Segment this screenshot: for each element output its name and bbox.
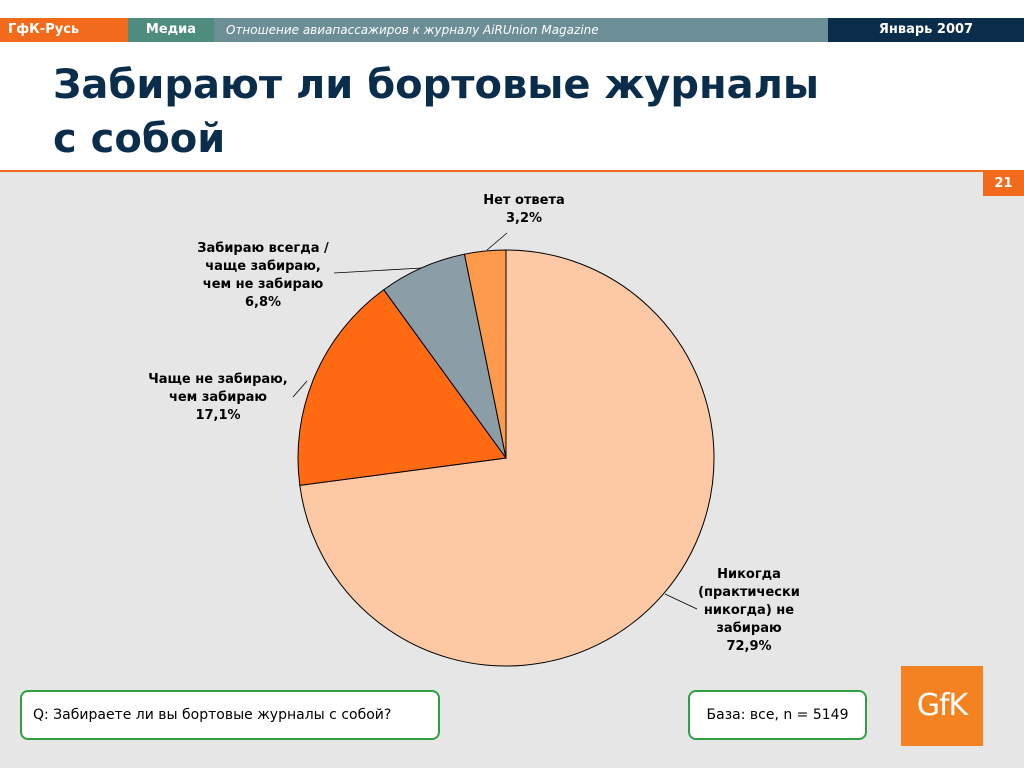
section-label: Медиа: [128, 18, 214, 42]
slice-label-no-answer: Нет ответа 3,2%: [483, 193, 565, 226]
leader-line-no-answer: [486, 232, 508, 251]
page-title-line-2: с собой: [53, 116, 226, 162]
leader-line-never: [664, 593, 698, 610]
slice-label-never: Никогда (практически никогда) не забираю 72,…: [698, 567, 800, 654]
sample-base-box: База: все, n = 5149: [688, 690, 867, 740]
title-divider: [0, 170, 1024, 172]
leader-line-always: [333, 267, 423, 274]
brand-label: ГфК-Русь: [0, 18, 128, 42]
header-bar: ГфК-Русь Медиа Отношение авиапассажиров …: [0, 18, 1024, 42]
question-box: Q: Забираете ли вы бортовые журналы с со…: [20, 690, 440, 740]
report-date: Январь 2007: [828, 18, 1024, 42]
leader-lines: [292, 232, 698, 610]
leader-line-rarely: [292, 380, 308, 398]
page-number: 21: [983, 172, 1024, 196]
pie-slices: [297, 249, 715, 667]
pie-slice-no-answer: [463, 249, 507, 459]
pie-slice-never: [299, 249, 715, 667]
page-title-line-1: Забирают ли бортовые журналы: [53, 62, 820, 108]
slice-label-rarely: Чаще не забираю, чем забираю 17,1%: [148, 372, 287, 423]
slice-labels: Никогда (практически никогда) не забираю 72,…: [148, 193, 800, 654]
pie-slice-rarely: [297, 289, 507, 486]
slice-label-always: Забираю всегда / чаще забираю, чем не заби…: [197, 241, 329, 310]
gfk-logo: GfK: [901, 666, 983, 746]
report-subtitle: Отношение авиапассажиров к журналу AiRUn…: [214, 18, 828, 42]
page-title: Забирают ли бортовые журналы с собой: [53, 58, 953, 166]
